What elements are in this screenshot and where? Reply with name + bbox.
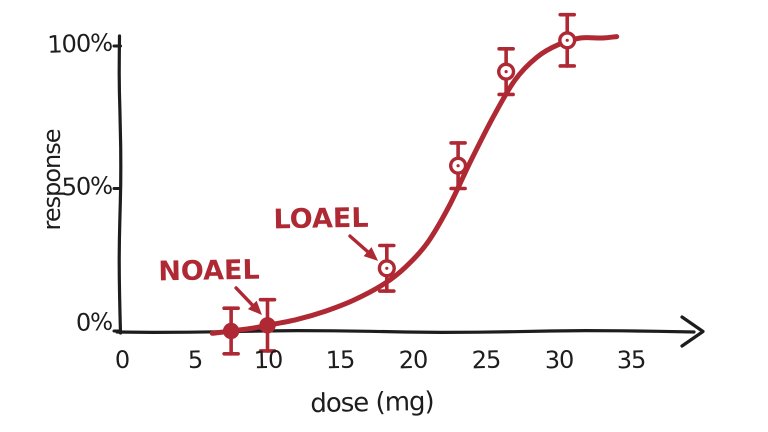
y-tick-label-100pct: 100% — [46, 28, 113, 59]
x-tick-label-35: 35 — [616, 345, 646, 375]
data-point-filled — [259, 317, 276, 334]
x-axis-arrow-icon — [680, 315, 705, 348]
x-tick-label-20: 20 — [398, 345, 428, 375]
annotation-loael-label: LOAEL — [273, 202, 370, 236]
data-point-center-dot — [504, 70, 508, 74]
x-tick-label-0: 0 — [114, 345, 130, 375]
y-tick-label-50pct: 50% — [61, 171, 113, 201]
x-tick-label-15: 15 — [325, 345, 355, 375]
x-tick-label-5: 5 — [187, 345, 203, 375]
x-axis-line — [115, 328, 696, 335]
x-tick-label-25: 25 — [471, 345, 501, 375]
y-tick-label-0pct: 0% — [75, 307, 113, 337]
dose-response-curve — [209, 34, 620, 336]
data-point-filled — [222, 322, 240, 340]
annotation-arrowhead-icon — [363, 247, 379, 261]
data-point-center-dot — [565, 38, 569, 42]
data-point-center-dot — [385, 266, 389, 270]
x-tick-label-10: 10 — [252, 345, 283, 375]
x-tick-label-30: 30 — [543, 345, 574, 375]
data-point-center-dot — [456, 164, 460, 168]
x-axis-title: dose (mg) — [310, 386, 434, 420]
y-axis-line — [117, 34, 123, 335]
annotation-arrowhead-icon — [247, 300, 262, 316]
annotation-noael-label: NOAEL — [158, 254, 261, 288]
